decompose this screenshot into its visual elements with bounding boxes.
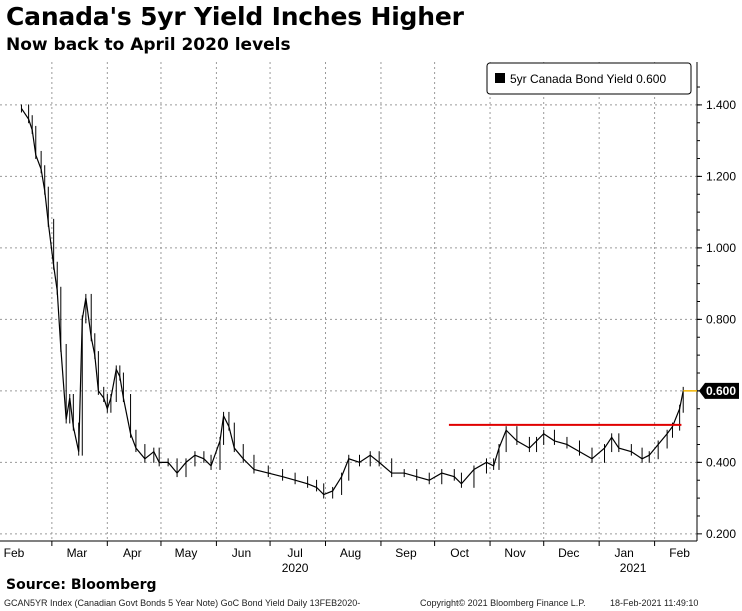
- x-tick-label: Feb: [669, 546, 690, 560]
- chart-subtitle: Now back to April 2020 levels: [6, 35, 291, 55]
- series-5yr-yield: [20, 104, 684, 499]
- ticker-note: GCAN5YR Index (Canadian Govt Bonds 5 Yea…: [4, 598, 361, 608]
- x-tick-label: Nov: [504, 546, 525, 560]
- series-line: [20, 108, 684, 496]
- x-tick-label: Jul: [287, 546, 302, 560]
- y-tick-labels: 0.200 0.400 0.600 0.800 1.000 1.200 1.400: [697, 86, 736, 541]
- y-tick-label: 1.000: [706, 241, 736, 255]
- x-year-label: 2021: [620, 561, 647, 575]
- y-tick-label: 1.400: [706, 98, 736, 112]
- legend-swatch: [495, 73, 505, 83]
- y-tick-label: 0.400: [706, 455, 736, 469]
- legend-box: [486, 62, 692, 95]
- legend-label: 5yr Canada Bond Yield 0.600: [510, 72, 666, 86]
- x-tick-label: Dec: [558, 546, 579, 560]
- x-tick-label: Mar: [67, 546, 88, 560]
- last-value-label: 0.600: [706, 384, 736, 398]
- x-tick-label: May: [175, 546, 198, 560]
- legend: 5yr Canada Bond Yield 0.600: [486, 62, 692, 95]
- x-tick-label: Aug: [340, 546, 361, 560]
- y-tick-label: 0.200: [706, 527, 736, 541]
- x-tick-label: Oct: [450, 546, 469, 560]
- x-year-label: 2020: [282, 561, 309, 575]
- x-tick-label: Apr: [123, 546, 142, 560]
- last-value-marker: 0.600: [683, 382, 739, 399]
- x-tick-label: Feb: [4, 546, 25, 560]
- timestamp: 18-Feb-2021 11:49:10: [610, 598, 699, 608]
- y-tick-label: 1.200: [706, 169, 736, 183]
- y-tick-label: 0.800: [706, 312, 736, 326]
- source-note: Source: Bloomberg: [6, 577, 157, 593]
- x-tick-labels: Feb Mar Apr May Jun Jul Aug Sep Oct Nov Dec Jan Feb 2…: [4, 541, 690, 575]
- x-tick-label: Sep: [395, 546, 417, 560]
- x-tick-label: Jun: [232, 546, 251, 560]
- chart-title: Canada's 5yr Yield Inches Higher: [6, 2, 464, 31]
- x-tick-label: Jan: [615, 546, 634, 560]
- copyright-note: Copyright© 2021 Bloomberg Finance L.P.: [420, 598, 586, 608]
- last-value-tag: [699, 382, 739, 399]
